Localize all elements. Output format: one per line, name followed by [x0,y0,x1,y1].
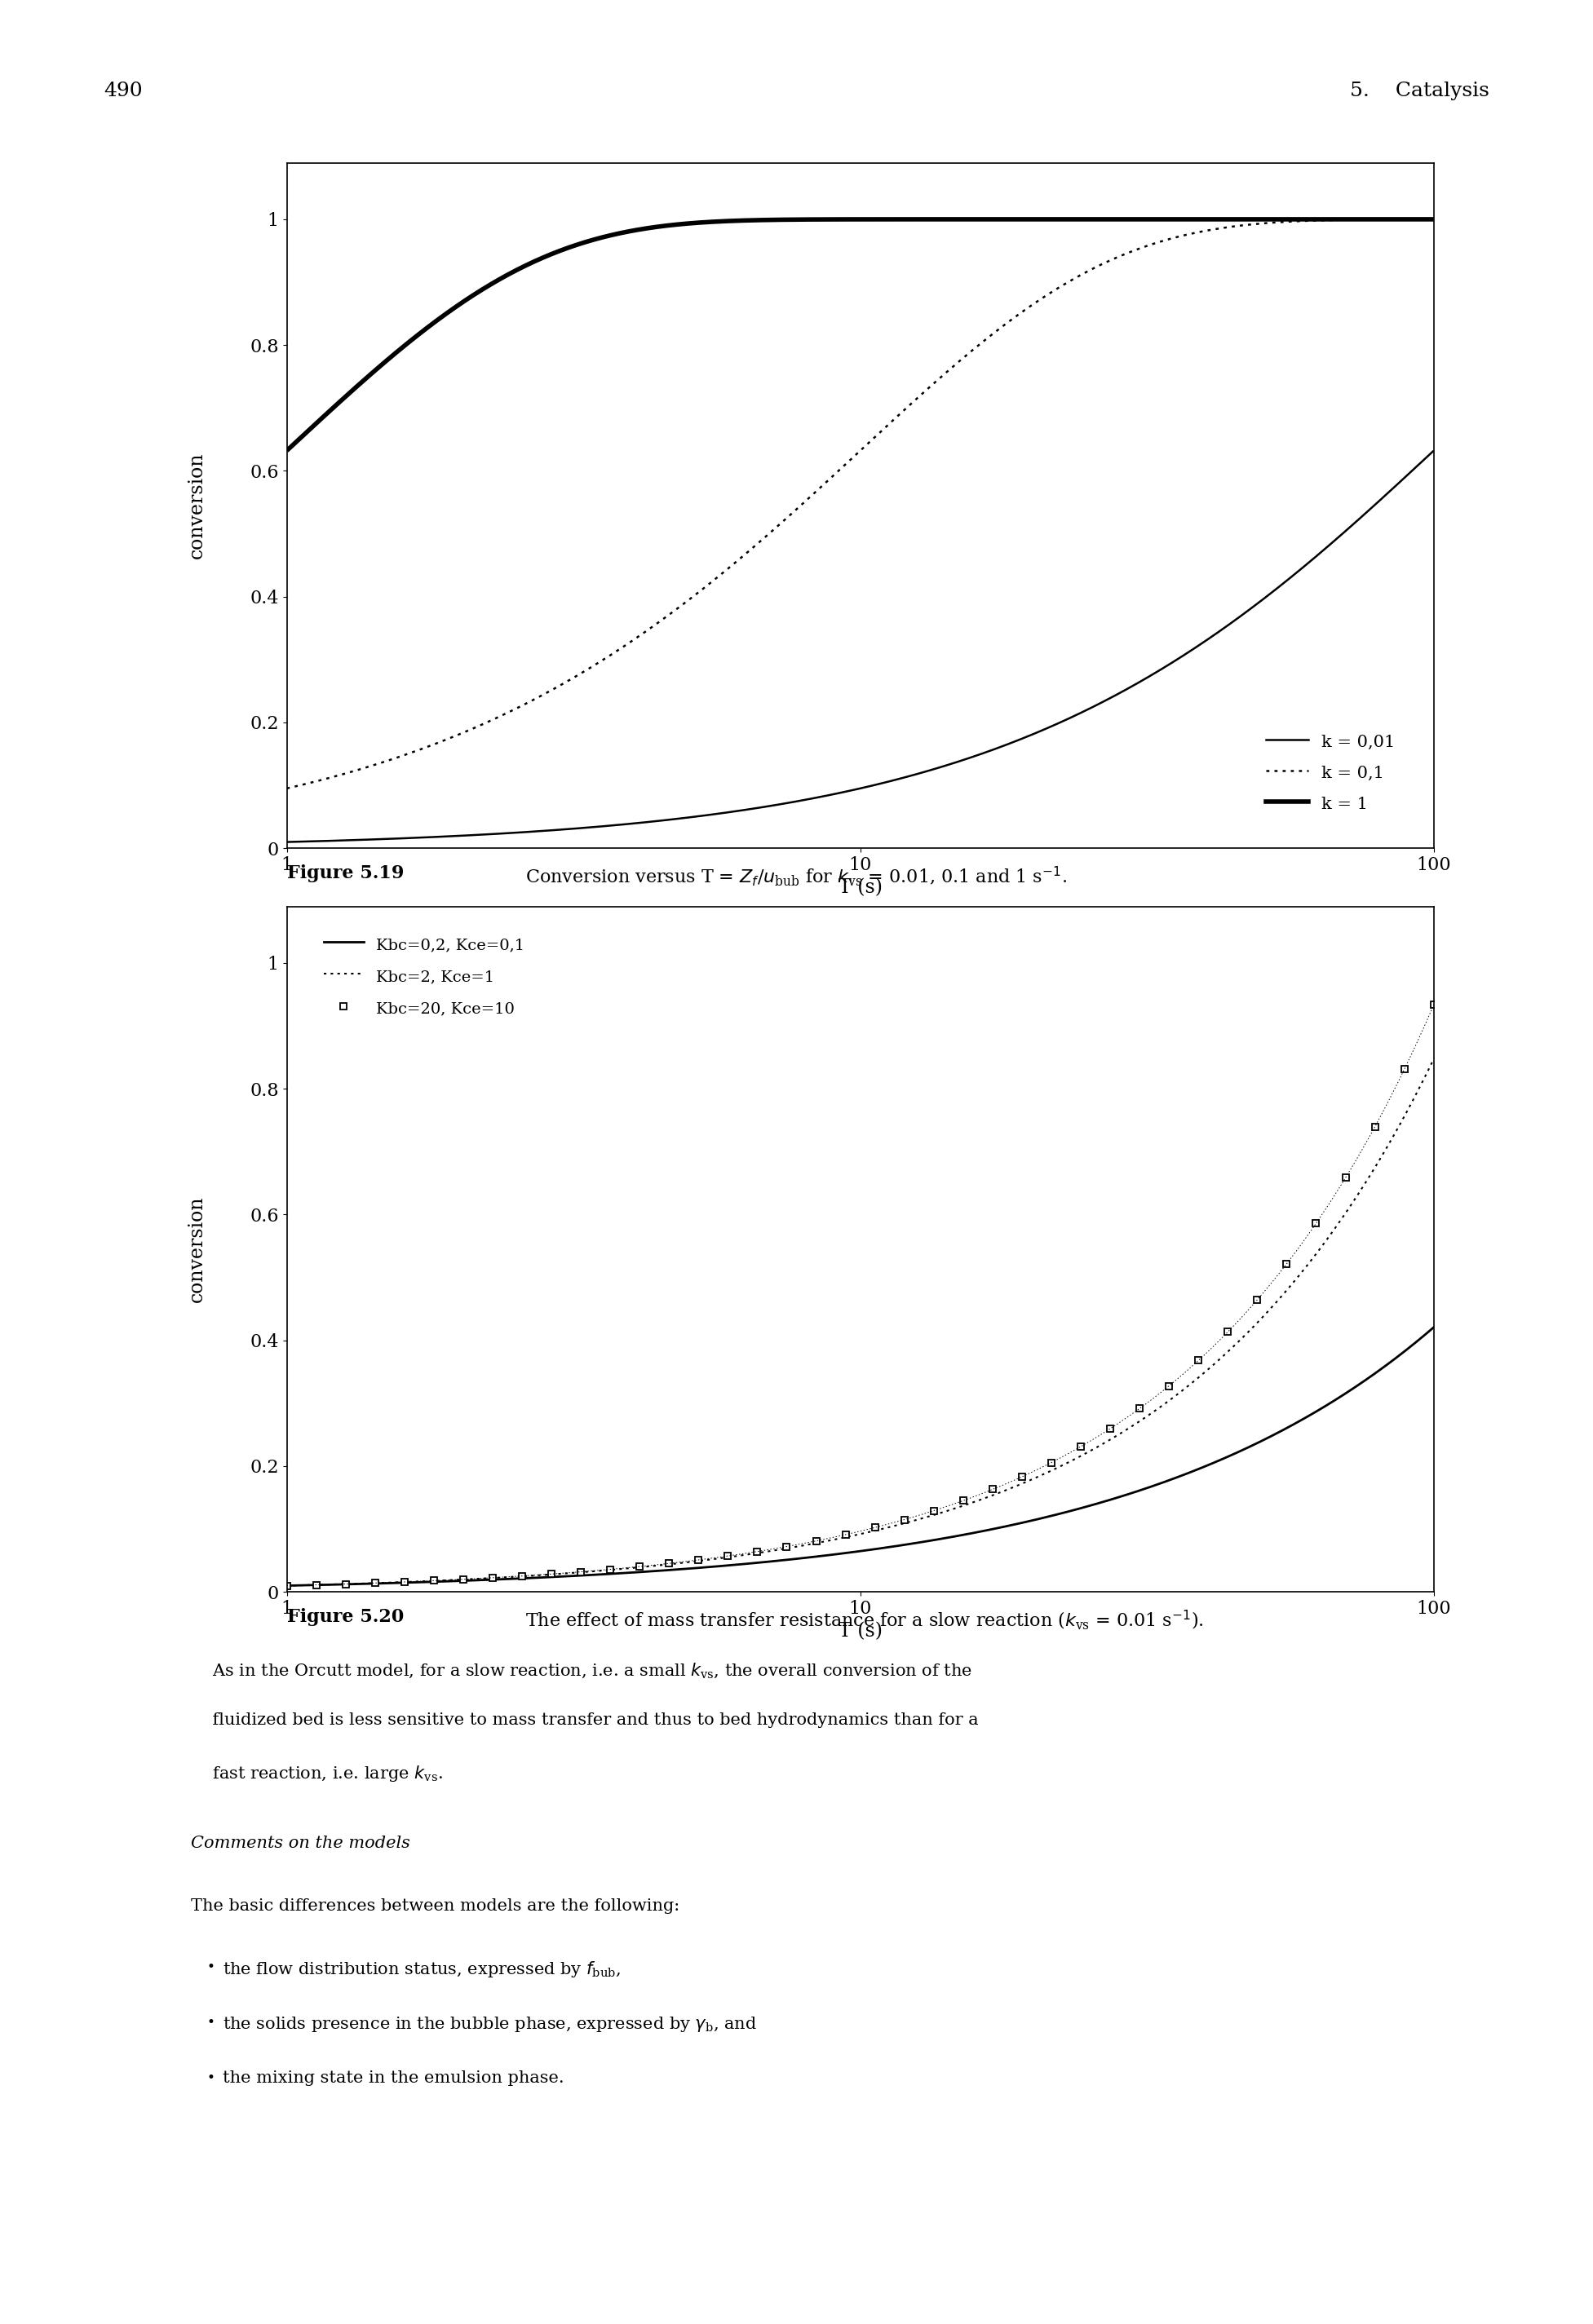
Text: Comments on the models: Comments on the models [191,1836,411,1852]
Text: As in the Orcutt model, for a slow reaction, i.e. a small $k_\mathregular{vs}$, : As in the Orcutt model, for a slow react… [191,1662,973,1680]
Text: 490: 490 [104,81,142,100]
Text: •: • [207,1959,215,1973]
Text: Figure 5.19: Figure 5.19 [287,865,403,883]
Text: The effect of mass transfer resistance for a slow reaction ($k_\mathregular{vs}$: The effect of mass transfer resistance f… [526,1608,1204,1631]
Text: •: • [207,2015,215,2029]
Text: fluidized bed is less sensitive to mass transfer and thus to bed hydrodynamics t: fluidized bed is less sensitive to mass … [191,1713,978,1729]
X-axis label: T (s): T (s) [838,878,883,897]
X-axis label: T (s): T (s) [838,1622,883,1641]
Legend: Kbc=0,2, Kce=0,1, Kbc=2, Kce=1, Kbc=20, Kce=10: Kbc=0,2, Kce=0,1, Kbc=2, Kce=1, Kbc=20, … [317,927,530,1025]
Text: the solids presence in the bubble phase, expressed by $\gamma_\mathregular{b}$, : the solids presence in the bubble phase,… [223,2015,757,2034]
Y-axis label: conversion: conversion [188,453,207,558]
Text: the mixing state in the emulsion phase.: the mixing state in the emulsion phase. [223,2071,564,2087]
Text: •: • [207,2071,215,2085]
Text: fast reaction, i.e. large $k_\mathregular{vs}$.: fast reaction, i.e. large $k_\mathregula… [191,1764,443,1783]
Legend: k = 0,01, k = 0,1, k = 1: k = 0,01, k = 0,1, k = 1 [1258,725,1402,818]
Y-axis label: conversion: conversion [188,1197,207,1301]
Text: Figure 5.20: Figure 5.20 [287,1608,403,1627]
Text: the flow distribution status, expressed by $f_\mathregular{bub}$,: the flow distribution status, expressed … [223,1959,621,1978]
Text: Conversion versus T = $Z_f$/$u_\mathregular{bub}$ for $k_\mathregular{vs}$ = 0.0: Conversion versus T = $Z_f$/$u_\mathregu… [526,865,1067,888]
Text: The basic differences between models are the following:: The basic differences between models are… [191,1899,680,1915]
Text: 5.    Catalysis: 5. Catalysis [1351,81,1489,100]
